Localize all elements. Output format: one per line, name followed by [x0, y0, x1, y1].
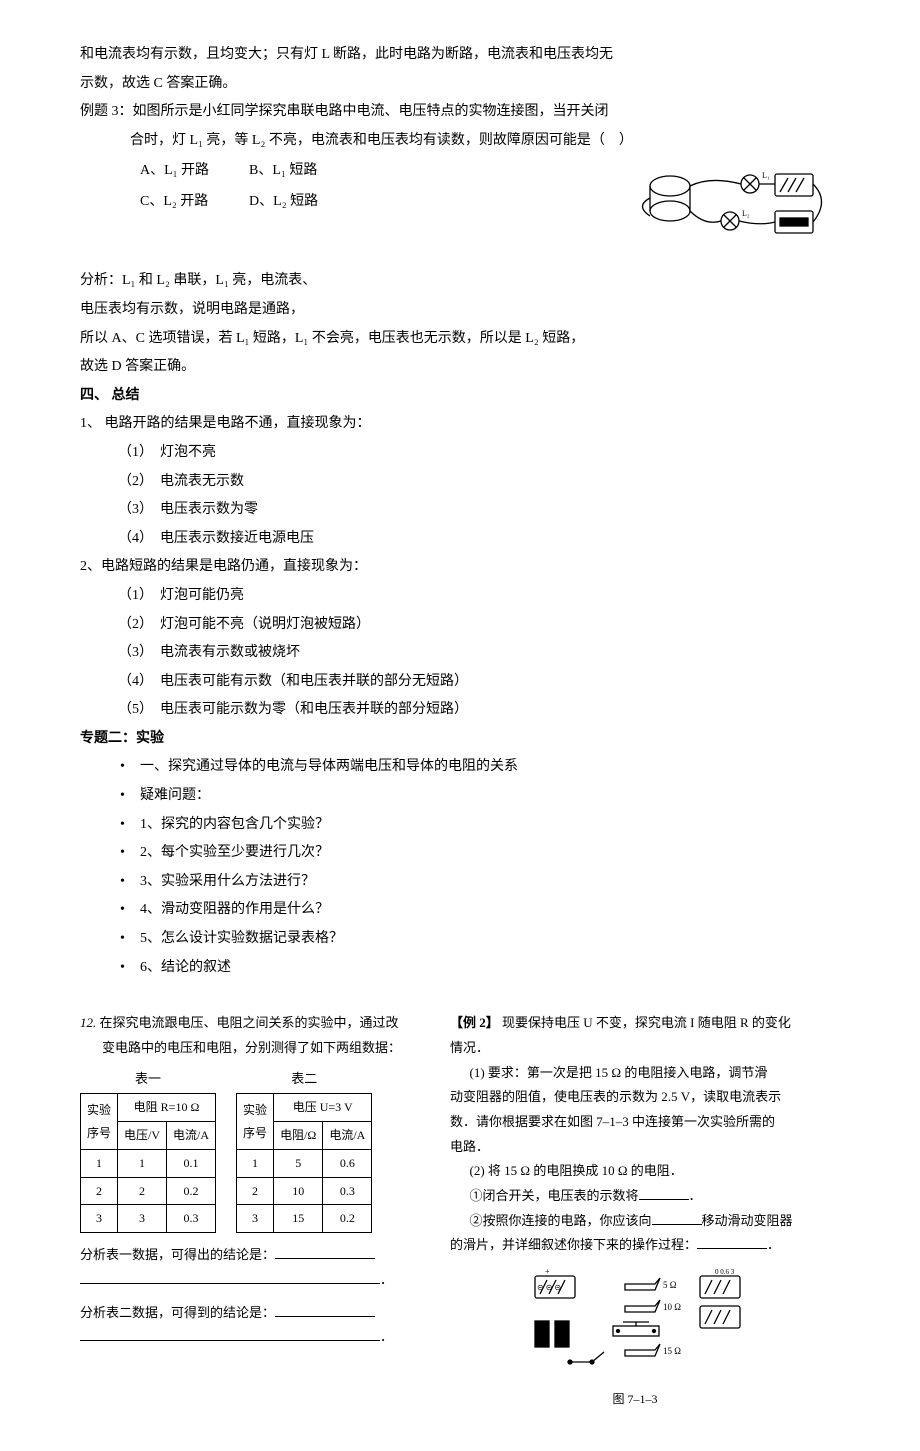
bullet: 1、探究的内容包含几个实验？ — [140, 817, 329, 832]
bullet: 2、每个实验至少要进行几次？ — [140, 845, 329, 860]
svg-text:10 Ω: 10 Ω — [663, 1302, 681, 1312]
option-c: C、L₂ 开路 — [140, 189, 209, 216]
q12-stem: 在探究电流跟电压、电阻之间关系的实验中，通过改 — [100, 1015, 399, 1030]
svg-text:5 Ω: 5 Ω — [663, 1280, 677, 1290]
example3-line2: 合时，灯 L₁ 亮，等 L₂ 不亮，电流表和电压表均有读数，则故障原因可能是（ … — [80, 128, 840, 155]
bullet: 6、结论的叙述 — [140, 960, 231, 975]
list-item: （4） 电压表可能有示数（和电压表并联的部分无短路） — [80, 669, 840, 696]
body-text: 和电流表均有示数，且均变大；只有灯 L 断路，此时电路为断路，电流表和电压表均无 — [80, 42, 840, 69]
body-text: 示数，故选 C 答案正确。 — [80, 71, 840, 98]
q12-stem: 变电路中的电压和电阻，分别测得了如下两组数据： — [80, 1036, 420, 1061]
conclusion1-label: 分析表一数据，可得出的结论是： — [80, 1247, 275, 1262]
analysis: 所以 A、C 选项错误，若 L₁ 短路，L₁ 不会亮，电压表也无示数，所以是 L… — [80, 326, 840, 353]
bullet: 一、探究通过导体的电流与导体两端电压和导体的电阻的关系 — [140, 759, 518, 774]
list-item: （1） 灯泡不亮 — [80, 440, 840, 467]
list-item: 2、电路短路的结果是电路仍通，直接现象为： — [80, 554, 840, 581]
circuit-figure: + ⊝ ⊝ ⊝ 5 Ω 10 Ω 15 Ω 0 0.6 3 — [515, 1266, 755, 1386]
list-item: （1） 灯泡可能仍亮 — [80, 583, 840, 610]
option-b: B、L₁ 短路 — [249, 158, 318, 185]
svg-text:L₁: L₁ — [762, 171, 770, 180]
blank-line — [80, 1326, 380, 1341]
blank-line — [697, 1234, 767, 1249]
topic2-title: 专题二：实验 — [80, 726, 840, 753]
bullet: 疑难问题： — [140, 788, 210, 803]
bullet: 4、滑动变阻器的作用是什么？ — [140, 902, 329, 917]
blank-line — [275, 1302, 375, 1317]
analysis: 故选 D 答案正确。 — [80, 354, 840, 381]
table1: 实验 序号电阻 R=10 Ω 电压/V电流/A 110.1 220.2 330.… — [80, 1093, 216, 1233]
example2: 【例 2】 现要保持电压 U 不变，探究电流 I 随电阻 R 的变化 情况． (… — [450, 1011, 820, 1411]
list-item: （5） 电压表可能示数为零（和电压表并联的部分短路） — [80, 697, 840, 724]
blank-line — [275, 1244, 375, 1259]
option-a: A、L₁ 开路 — [140, 158, 209, 185]
figure-caption: 图 7–1–3 — [450, 1388, 820, 1411]
bullet-list: •一、探究通过导体的电流与导体两端电压和导体的电阻的关系 •疑难问题： •1、探… — [80, 754, 840, 981]
blank-line — [80, 1269, 380, 1284]
table2-caption: 表二 — [236, 1067, 372, 1092]
list-item: （3） 电流表有示数或被烧坏 — [80, 640, 840, 667]
example3-line1: 例题 3：如图所示是小红同学探究串联电路中电流、电压特点的实物连接图，当开关闭 — [80, 99, 840, 126]
options-block: A、L₁ 开路 C、L₂ 开路 B、L₁ 短路 D、L₂ 短路 — [80, 158, 620, 215]
analysis: 分析：L₁ 和 L₂ 串联，L₁ 亮，电流表、 — [80, 268, 840, 295]
bullet: 3、实验采用什么方法进行？ — [140, 874, 315, 889]
svg-text:⊝ ⊝ ⊝: ⊝ ⊝ ⊝ — [537, 1283, 561, 1292]
q12-left: 12. 在探究电流跟电压、电阻之间关系的实验中，通过改 变电路中的电压和电阻，分… — [80, 1011, 420, 1411]
blank-line — [639, 1185, 689, 1200]
q12-number: 12. — [80, 1015, 96, 1030]
bullet: 5、怎么设计实验数据记录表格？ — [140, 931, 343, 946]
table2: 实验 序号电压 U=3 V 电阻/Ω电流/A 150.6 2100.3 3150… — [236, 1093, 372, 1233]
svg-text:15 Ω: 15 Ω — [663, 1346, 681, 1356]
table1-caption: 表一 — [80, 1067, 216, 1092]
svg-text:+: + — [545, 1267, 550, 1276]
list-item: （4） 电压表示数接近电源电压 — [80, 526, 840, 553]
ex2-head: 【例 2】 — [450, 1015, 499, 1030]
option-d: D、L₂ 短路 — [249, 189, 318, 216]
circuit-diagram: L₂ L₁ — [630, 156, 840, 256]
conclusion2-label: 分析表二数据，可得到的结论是： — [80, 1305, 275, 1320]
svg-text:0 0.6 3: 0 0.6 3 — [715, 1268, 735, 1276]
blank-line — [652, 1210, 702, 1225]
list-item: 1、 电路开路的结果是电路不通，直接现象为： — [80, 411, 840, 438]
section4-title: 四、 总结 — [80, 383, 840, 410]
list-item: （2） 灯泡可能不亮（说明灯泡被短路） — [80, 612, 840, 639]
svg-text:L₂: L₂ — [742, 209, 750, 218]
analysis: 电压表均有示数，说明电路是通路， — [80, 297, 840, 324]
list-item: （2） 电流表无示数 — [80, 469, 840, 496]
list-item: （3） 电压表示数为零 — [80, 497, 840, 524]
